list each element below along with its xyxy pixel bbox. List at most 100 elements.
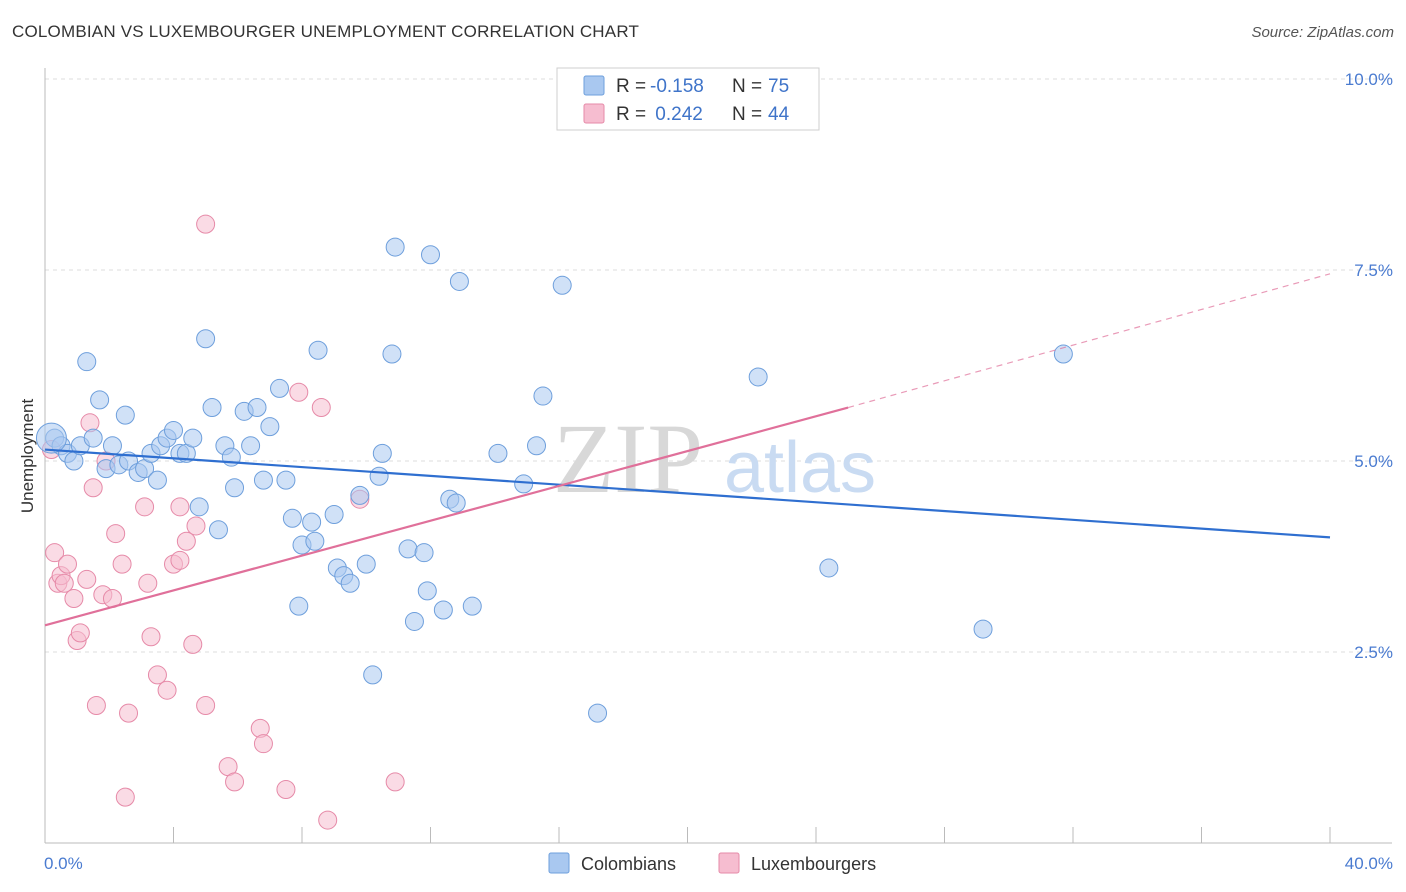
colombian-point xyxy=(289,596,309,616)
colombian-point xyxy=(202,398,222,418)
colombian-point xyxy=(421,245,440,265)
y-tick-label: 5.0% xyxy=(1354,452,1393,471)
colombian-point xyxy=(356,554,376,574)
luxembourger-point xyxy=(196,214,216,234)
colombian-point xyxy=(588,703,608,723)
luxembourger-point xyxy=(112,554,132,574)
luxembourger-point xyxy=(170,497,190,517)
colombian-point xyxy=(462,596,482,616)
legend-swatch-colombians xyxy=(583,75,605,96)
luxembourger-point xyxy=(289,382,309,402)
colombian-point xyxy=(533,386,553,406)
colombian-point xyxy=(302,512,322,532)
tick-labels: 2.5% 5.0% 7.5% 10.0% 0.0% 40.0% xyxy=(44,70,1393,873)
stats-legend: R = -0.158 N = 75 R = 0.242 N = 44 xyxy=(556,67,820,131)
luxembourger-point xyxy=(276,780,296,800)
colombian-point xyxy=(449,271,469,291)
colombian-point xyxy=(196,329,216,349)
legend-r-value: -0.158 xyxy=(650,76,704,97)
legend-n-value: 75 xyxy=(768,76,789,97)
luxembourger-point xyxy=(183,634,203,654)
luxembourger-point xyxy=(318,810,338,830)
colombian-point xyxy=(270,378,290,398)
colombian-point xyxy=(164,420,183,440)
legend-r-label: R = xyxy=(616,104,646,125)
colombian-point xyxy=(973,619,993,639)
colombian-trend-line xyxy=(44,448,1331,539)
colombian-point xyxy=(147,470,167,490)
luxembourger-point xyxy=(70,623,90,643)
colombian-point xyxy=(241,436,261,456)
legend-r-label: R = xyxy=(616,76,646,97)
luxembourger-point xyxy=(119,703,139,723)
luxembourger-point xyxy=(385,772,405,792)
colombian-point xyxy=(83,428,103,448)
colombian-point xyxy=(35,422,67,454)
bottom-legend-swatch-luxembourgers xyxy=(718,852,740,874)
colombian-point xyxy=(308,340,328,360)
trend-lines xyxy=(44,273,1331,627)
luxembourger-point xyxy=(64,589,84,609)
axes xyxy=(44,68,1392,844)
colombian-point xyxy=(276,470,296,490)
luxembourger-trend-extension xyxy=(847,273,1331,409)
luxembourger-point xyxy=(45,543,65,563)
luxembourger-point xyxy=(225,772,245,792)
luxembourger-point xyxy=(176,531,196,551)
series-legend: Colombians Luxembourgers xyxy=(548,852,876,874)
colombian-point xyxy=(433,600,453,620)
colombian-point xyxy=(488,443,508,463)
colombian-point xyxy=(363,665,383,685)
legend-n-value: 44 xyxy=(768,104,790,125)
colombian-point xyxy=(414,543,434,563)
luxembourger-point xyxy=(86,695,106,715)
colombian-point xyxy=(446,493,466,513)
colombian-point xyxy=(253,470,273,490)
colombian-point xyxy=(102,436,122,456)
colombian-point xyxy=(514,474,534,494)
legend-swatch-luxembourgers xyxy=(583,103,605,124)
colombian-point xyxy=(819,558,839,578)
luxembourger-trend-line xyxy=(44,406,849,627)
colombian-point xyxy=(372,443,392,463)
colombian-point xyxy=(1053,344,1073,364)
luxembourger-point xyxy=(77,569,97,589)
legend-n-label: N = xyxy=(732,104,762,125)
luxembourger-point xyxy=(135,497,155,517)
luxembourger-point xyxy=(186,516,206,536)
luxembourger-point xyxy=(57,554,77,574)
luxembourger-point xyxy=(311,398,331,418)
source-label: Source: ZipAtlas.com xyxy=(1251,24,1394,41)
x-tick-label: 0.0% xyxy=(44,854,83,873)
luxembourger-point xyxy=(83,478,103,498)
x-tick-label: 40.0% xyxy=(1345,854,1393,873)
bottom-legend-swatch-colombians xyxy=(548,852,570,874)
luxembourger-point xyxy=(170,550,190,570)
grid-lines xyxy=(45,78,1392,653)
luxembourger-point xyxy=(147,665,167,685)
watermark: ZIP atlas xyxy=(553,403,876,514)
y-tick-label: 10.0% xyxy=(1345,70,1393,89)
colombian-point xyxy=(398,539,418,559)
colombian-point xyxy=(247,398,267,418)
chart-title: COLOMBIAN VS LUXEMBOURGER UNEMPLOYMENT C… xyxy=(12,22,640,41)
luxembourger-point xyxy=(54,573,74,593)
luxembourger-point xyxy=(115,787,135,807)
colombian-point xyxy=(77,352,97,372)
colombian-point xyxy=(340,573,360,593)
colombian-point xyxy=(527,436,547,456)
luxembourger-point xyxy=(141,627,161,647)
watermark-atlas: atlas xyxy=(724,428,876,508)
colombian-point xyxy=(324,504,344,524)
colombian-point xyxy=(225,478,245,498)
luxembourger-point xyxy=(253,734,273,754)
colombian-point xyxy=(183,428,203,448)
data-points xyxy=(35,77,1073,830)
watermark-zip: ZIP xyxy=(553,403,703,514)
colombian-point xyxy=(382,344,402,364)
colombian-point xyxy=(552,275,572,295)
colombian-point xyxy=(350,485,370,505)
colombian-point xyxy=(90,390,110,410)
legend-r-value: 0.242 xyxy=(650,104,703,125)
colombian-point xyxy=(189,497,209,517)
